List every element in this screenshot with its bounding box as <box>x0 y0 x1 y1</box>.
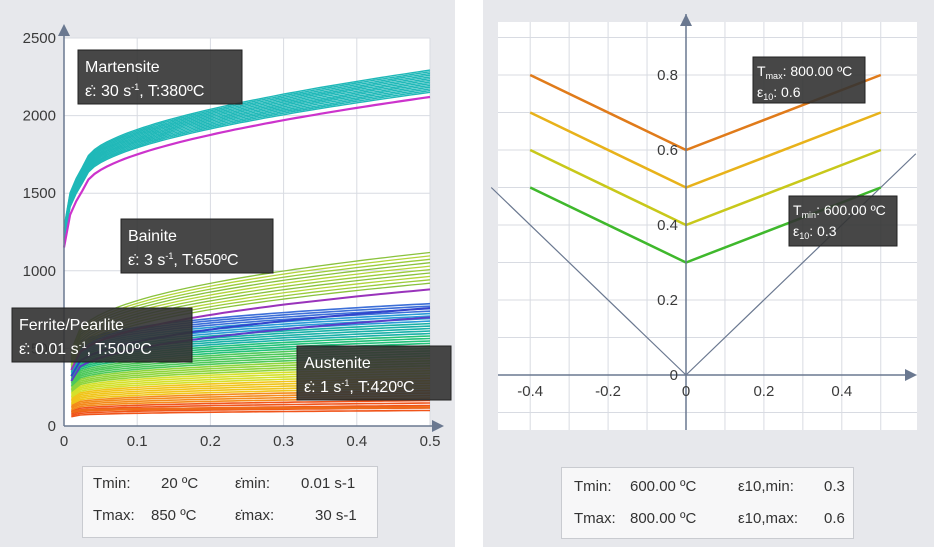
annotation-box <box>11 307 193 363</box>
annotation-line-1: Tmax: 800.00 ºC <box>757 63 852 81</box>
legend-emax-value: 30 s-1 <box>315 507 357 524</box>
y-tick-label: 0 <box>48 418 56 435</box>
annotation-box <box>788 195 898 247</box>
curve-martensite <box>63 69 431 228</box>
y-tick-label: 1500 <box>23 185 56 202</box>
legend-tmax-value: 850 ºC <box>151 507 197 524</box>
y-tick-label: 2000 <box>23 108 56 125</box>
x-axis-arrow <box>905 369 917 381</box>
legend-tmin-value: 20 ºC <box>161 475 199 492</box>
curve-low <box>71 409 430 418</box>
flow-curves-legend: Tmin: 20 ºC ε̇min: 0.01 s-1 Tmax: 850 ºC… <box>82 466 378 538</box>
annotation-ferrite-pearlite: Ferrite/Pearlite ε̇: 0.01 s-1, T:500ºC <box>11 307 193 363</box>
annotation-box <box>120 218 274 274</box>
legend-tmax-label: Tmax: <box>93 507 135 524</box>
y-tick-label: 0.2 <box>657 292 678 309</box>
annotation-detail: ε̇: 1 s-1, T:420ºC <box>304 378 415 396</box>
legend-emin-value: 0.01 s-1 <box>301 475 356 492</box>
annotation-title: Martensite <box>85 59 160 76</box>
curve-low <box>71 399 431 412</box>
y-axis-arrow <box>58 24 70 36</box>
curve-martensite <box>63 88 431 239</box>
annotation-box <box>752 56 866 104</box>
annotation-title: Bainite <box>128 228 177 245</box>
x-tick-label: 0.4 <box>831 383 852 400</box>
curve-martensite <box>63 89 431 239</box>
legend-emin-label: ε10,min: <box>738 478 794 495</box>
reference-line-right <box>685 153 917 376</box>
annotation-martensite: Martensite ε̇: 30 s-1, T:380ºC <box>77 49 243 105</box>
y-tick-label: 2500 <box>23 30 56 47</box>
annotation-box <box>77 49 243 105</box>
y-axis-arrow <box>680 14 692 26</box>
y-tick-label: 1000 <box>23 263 56 280</box>
curve-martensite-highlight <box>62 95 431 248</box>
annotation-detail: ε̇: 3 s-1, T:650ºC <box>128 251 239 269</box>
curve-austenite-highlight <box>71 406 430 414</box>
annotation-austenite: Austenite ε̇: 1 s-1, T:420ºC <box>296 345 452 401</box>
curve-martensite <box>63 84 431 237</box>
annotation-detail: ε̇: 0.01 s-1, T:500ºC <box>19 340 152 358</box>
y-tick-label: 0 <box>670 367 678 384</box>
legend-tmin-value: 600.00 ºC <box>630 478 697 495</box>
curve-martensite <box>63 74 431 231</box>
x-tick-label: 0.2 <box>753 383 774 400</box>
x-tick-label: 0 <box>682 383 690 400</box>
y-tick-label: 0.8 <box>657 67 678 84</box>
friction-legend: Tmin: 600.00 ºC ε10,min: 0.3 Tmax: 800.0… <box>561 467 854 539</box>
legend-emax-value: 0.6 <box>824 510 845 527</box>
annotation-title: Ferrite/Pearlite <box>19 317 124 334</box>
flow-curves-chart: 00.10.20.30.40.505001000150020002500Mart… <box>11 24 452 450</box>
reference-line-left <box>490 187 687 376</box>
legend-tmax-value: 800.00 ºC <box>630 510 697 527</box>
annotation-max: Tmax: 800.00 ºC ε10: 0.6 <box>752 56 866 104</box>
annotation-min: Tmin: 600.00 ºC ε10: 0.3 <box>788 195 898 247</box>
legend-emin-label: ε̇min: <box>235 475 271 492</box>
friction-chart: -0.4 -0.2 0 0.2 0.4 0 0.2 0.4 0.6 0.8 Tmax: 800.00… <box>490 14 917 430</box>
curve-martensite <box>63 79 431 234</box>
x-tick-label: 0.4 <box>346 433 367 450</box>
x-tick-label: -0.4 <box>517 383 543 400</box>
x-tick-label: 0.5 <box>420 433 441 450</box>
annotation-line-2: ε10: 0.6 <box>757 84 801 102</box>
legend-emax-label: ε10,max: <box>738 510 799 527</box>
annotation-detail: ε̇: 30 s-1, T:380ºC <box>85 82 204 100</box>
curve-martensite <box>63 81 431 235</box>
curve-martensite <box>63 72 431 230</box>
x-tick-label: 0.1 <box>127 433 148 450</box>
legend-tmax-label: Tmax: <box>574 510 616 527</box>
annotation-title: Austenite <box>304 355 371 372</box>
x-tick-label: 0.3 <box>273 433 294 450</box>
x-tick-label: 0 <box>60 433 68 450</box>
legend-tmin-label: Tmin: <box>574 478 612 495</box>
friction-panel: -0.4 -0.2 0 0.2 0.4 0 0.2 0.4 0.6 0.8 Tmax: 800.00… <box>483 0 934 547</box>
curve-martensite <box>63 91 431 240</box>
flow-curves-panel: 00.10.20.30.40.505001000150020002500Mart… <box>0 0 455 547</box>
annotation-line-2: ε10: 0.3 <box>793 223 837 241</box>
curve-martensite <box>63 78 431 233</box>
legend-tmin-label: Tmin: <box>93 475 131 492</box>
legend-emin-value: 0.3 <box>824 478 845 495</box>
curve-low <box>71 402 431 414</box>
x-axis-arrow <box>432 420 444 432</box>
curve-bainite <box>70 251 431 351</box>
x-tick-label: 0.2 <box>200 433 221 450</box>
curve-martensite <box>63 83 431 236</box>
curve-bainite <box>70 255 431 353</box>
y-tick-label: 0.6 <box>657 142 678 159</box>
x-tick-label: -0.2 <box>595 383 621 400</box>
curve-martensite <box>63 86 431 238</box>
curve-martensite <box>63 76 431 232</box>
legend-emax-label: ε̇max: <box>235 507 275 524</box>
annotation-bainite: Bainite ε̇: 3 s-1, T:650ºC <box>120 218 274 274</box>
annotation-box <box>296 345 452 401</box>
y-tick-label: 0.4 <box>657 217 678 234</box>
curve-martensite <box>63 71 431 229</box>
annotation-line-1: Tmin: 600.00 ºC <box>793 202 886 220</box>
